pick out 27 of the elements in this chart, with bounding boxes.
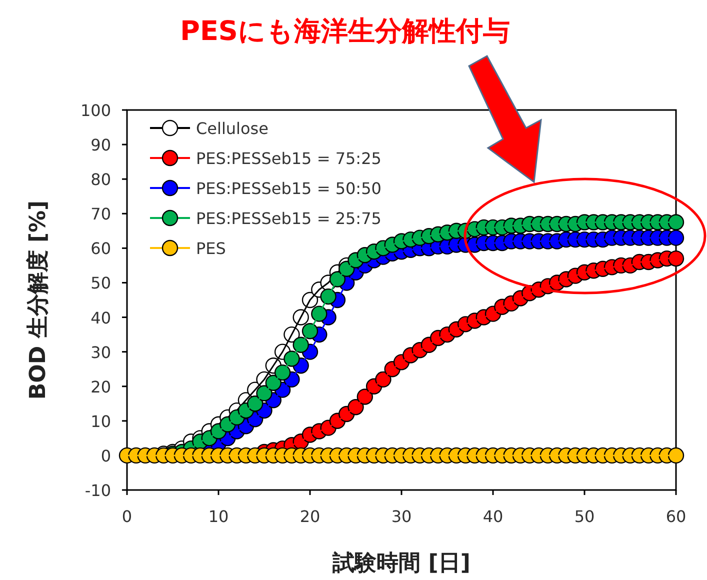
y-tick-label: 40 bbox=[90, 308, 111, 328]
x-tick-label: 40 bbox=[482, 507, 504, 526]
x-tick-label: 30 bbox=[391, 507, 412, 526]
y-tick-label: 70 bbox=[90, 204, 111, 224]
y-tick-label: 90 bbox=[90, 136, 111, 155]
y-tick-label: -10 bbox=[84, 481, 111, 500]
legend-label: PES:PESSeb15 = 25:75 bbox=[196, 209, 382, 228]
y-tick-label: 60 bbox=[90, 239, 111, 258]
legend-label: PES bbox=[196, 239, 226, 258]
legend-label: PES:PESSeb15 = 50:50 bbox=[196, 179, 382, 198]
x-axis-title: 試験時間 [日] bbox=[332, 551, 470, 576]
y-tick-label: 100 bbox=[80, 101, 111, 120]
x-tick-label: 50 bbox=[574, 507, 595, 526]
legend-label: Cellulose bbox=[196, 119, 268, 138]
y-tick-label: 30 bbox=[90, 342, 111, 362]
y-tick-label: 0 bbox=[100, 446, 111, 466]
chart-title: PESにも海洋生分解性付与 bbox=[180, 16, 510, 47]
y-axis-title: BOD 生分解度 [%] bbox=[25, 200, 51, 400]
x-tick-label: 60 bbox=[666, 507, 686, 526]
y-tick-label: 50 bbox=[90, 274, 111, 293]
y-tick-label: 10 bbox=[90, 412, 111, 431]
x-tick-label: 0 bbox=[122, 507, 132, 526]
y-tick-label: 20 bbox=[90, 377, 111, 396]
x-tick-label: 10 bbox=[208, 507, 229, 526]
y-tick-label: 80 bbox=[90, 170, 111, 190]
legend-label: PES:PESSeb15 = 75:25 bbox=[196, 149, 382, 168]
x-tick-label: 20 bbox=[300, 507, 320, 526]
